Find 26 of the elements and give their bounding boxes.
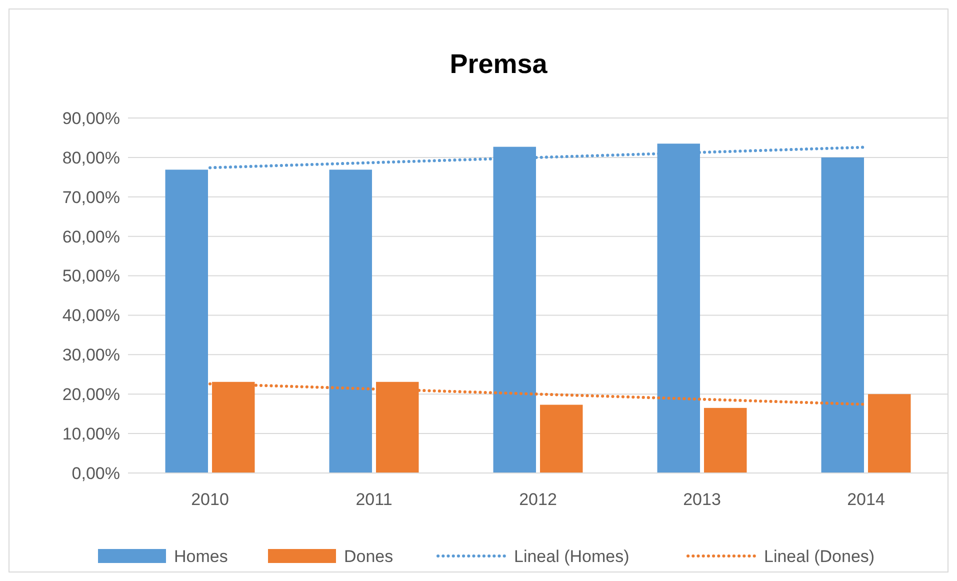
y-tick-label: 70,00% [62,188,120,207]
bar [329,170,372,473]
bar [821,157,864,473]
y-tick-label: 10,00% [62,424,120,444]
legend-label: Lineal (Homes) [514,546,630,566]
bar [704,408,747,473]
x-tick-label: 2010 [191,490,229,509]
bar [540,404,583,473]
x-tick-label: 2013 [683,490,721,509]
y-tick-label: 20,00% [62,385,120,404]
y-tick-label: 60,00% [62,227,120,246]
legend-label: Lineal (Dones) [764,546,875,566]
bar [165,170,208,473]
y-tick-label: 40,00% [62,306,120,326]
y-tick-label: 50,00% [62,266,120,286]
y-tick-label: 30,00% [62,346,120,365]
y-tick-label: 90,00% [62,108,120,128]
chart-title: Premsa [450,49,548,79]
x-tick-label: 2011 [356,490,392,509]
y-tick-label: 80,00% [62,148,120,168]
legend-label: Homes [174,546,228,566]
x-tick-label: 2014 [847,490,885,509]
legend-label: Dones [344,546,394,566]
bar [868,394,911,473]
x-tick-label: 2012 [519,490,557,509]
y-tick-label: 0,00% [72,464,120,483]
